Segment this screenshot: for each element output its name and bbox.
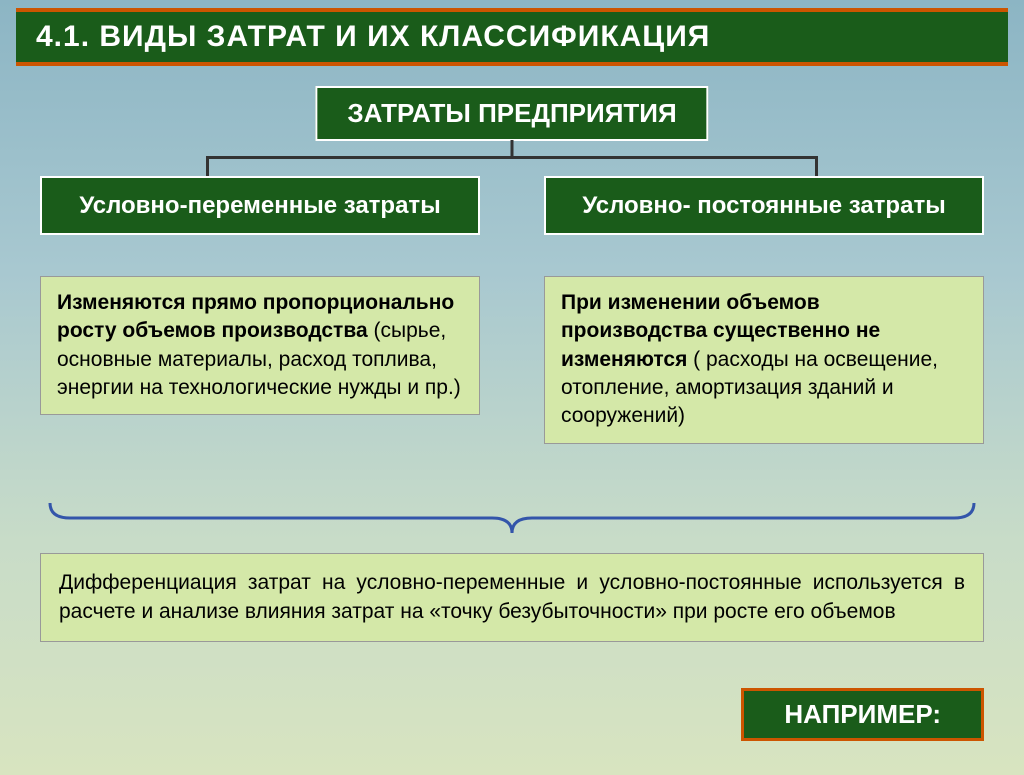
connector-horizontal <box>206 156 818 159</box>
curly-brace <box>40 498 984 538</box>
branch-header-right: Условно- постоянные затраты <box>544 176 984 235</box>
root-node: ЗАТРАТЫ ПРЕДПРИЯТИЯ <box>315 86 708 141</box>
title-bar: 4.1. ВИДЫ ЗАТРАТ И ИХ КЛАССИФИКАЦИЯ <box>16 8 1008 66</box>
slide-title: 4.1. ВИДЫ ЗАТРАТ И ИХ КЛАССИФИКАЦИЯ <box>36 20 988 54</box>
summary-box: Дифференциация затрат на условно-перемен… <box>40 553 984 642</box>
branch-header-left: Условно-переменные затраты <box>40 176 480 235</box>
branch-desc-left: Изменяются прямо пропорционально росту о… <box>40 276 480 415</box>
connector-vertical-right <box>815 156 818 178</box>
example-label: НАПРИМЕР: <box>741 688 984 741</box>
branch-desc-right: При изменении объемов производства сущес… <box>544 276 984 444</box>
connector-vertical-left <box>206 156 209 178</box>
